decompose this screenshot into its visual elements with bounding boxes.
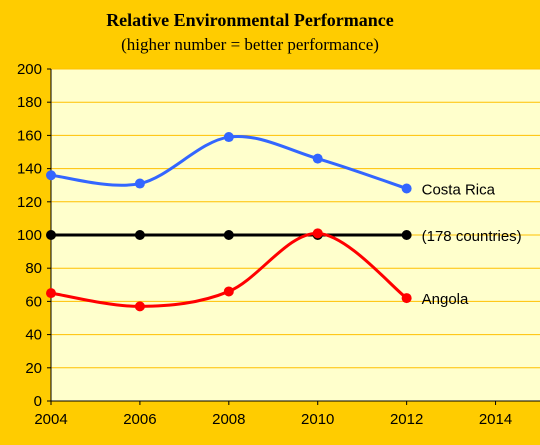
y-tick-label: 0 [34,393,42,410]
y-tick-label: 140 [17,161,42,178]
data-point-costa-rica [312,153,323,164]
data-point-angola [46,288,56,299]
x-tick-label: 2012 [390,411,423,428]
data-point-angola [223,286,234,297]
chart-subtitle: (higher number = better performance) [121,35,379,54]
data-point-costa-rica [401,183,412,194]
y-tick-label: 80 [25,260,42,277]
x-tick-label: 2008 [212,411,245,428]
y-tick-label: 120 [17,194,42,211]
data-point-costa-rica [223,132,234,143]
data-point-angola [312,228,323,239]
x-tick-label: 2004 [34,411,67,428]
series-label-costa-rica: Costa Rica [422,182,496,199]
y-tick-label: 20 [25,360,42,377]
x-tick-label: 2006 [123,411,156,428]
data-point-costa-rica [46,170,56,181]
data-point-178-countries [46,230,56,240]
chart-title: Relative Environmental Performance [106,10,394,30]
y-tick-label: 40 [25,327,42,344]
x-tick-label: 2010 [301,411,334,428]
data-point-178-countries [223,230,234,240]
series-label-178-countries: (178 countries) [422,228,522,245]
data-point-angola [401,293,412,304]
series-label-angola: Angola [422,291,469,308]
y-tick-label: 100 [17,227,42,244]
data-point-angola [134,301,145,312]
y-tick-label: 160 [17,127,42,144]
data-point-178-countries [401,230,412,240]
data-point-costa-rica [134,178,145,189]
y-tick-label: 200 [17,61,42,78]
data-point-178-countries [134,230,145,240]
x-tick-label: 2014 [479,411,512,428]
y-tick-label: 60 [25,293,42,310]
y-tick-label: 180 [17,94,42,111]
